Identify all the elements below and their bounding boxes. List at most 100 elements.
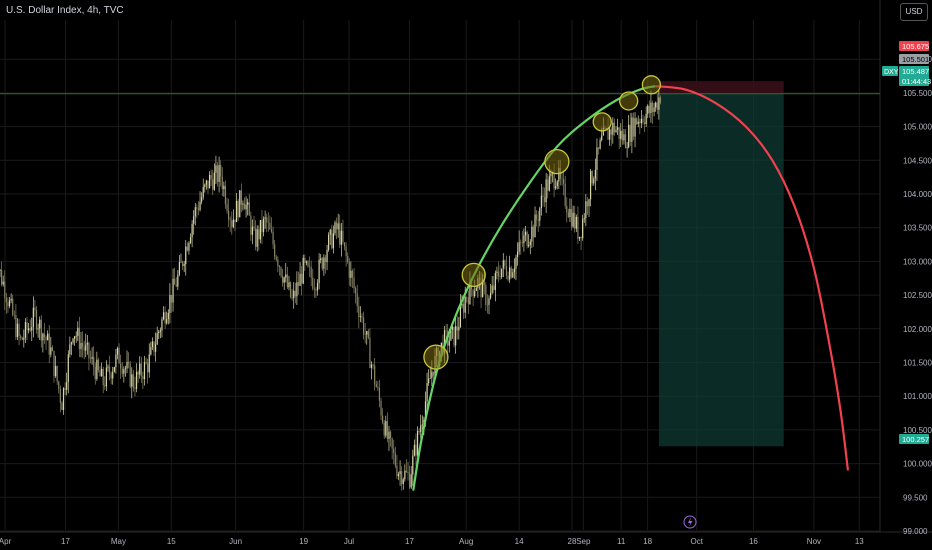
candle-body [623, 134, 625, 141]
candle-body [134, 387, 136, 389]
candle-body [466, 297, 468, 299]
candle-body [361, 316, 363, 318]
candle-body [328, 234, 330, 250]
candle-body [329, 229, 331, 235]
candle-body [621, 130, 623, 141]
candle-body [80, 342, 82, 350]
candle-body [291, 297, 293, 299]
candle-body [193, 216, 195, 224]
candle-body [318, 259, 320, 283]
candle-body [107, 366, 109, 368]
candle-body [15, 315, 17, 338]
candle-body [543, 196, 546, 203]
candle-body [389, 431, 392, 439]
candle-body [588, 199, 590, 207]
candle-body [282, 275, 284, 283]
candle-body [16, 323, 19, 338]
candle-body [213, 172, 215, 190]
candle-body [513, 268, 515, 273]
candle-body [589, 170, 592, 200]
candle-body [289, 282, 292, 298]
candle-body [191, 223, 193, 238]
price-axis[interactable]: 99.000 99.500 100.000 100.500 101.000 101.500… [903, 55, 932, 536]
candle-body [251, 226, 254, 235]
circle-marker[interactable] [423, 344, 449, 370]
x-tick-label: 17 [61, 537, 70, 546]
x-tick-label: Jun [229, 537, 242, 546]
candle-body [599, 140, 601, 149]
candle-body [551, 173, 554, 174]
candle-body [20, 336, 22, 338]
candle-body [256, 229, 258, 247]
x-tick-label: Jul [344, 537, 354, 546]
candle-body [569, 209, 571, 218]
candle-body [310, 267, 312, 278]
candle-body [575, 216, 577, 229]
candle-body [377, 386, 379, 388]
candle-body [416, 430, 419, 456]
candle-body [504, 260, 506, 267]
candle-body [448, 340, 450, 346]
candle-body [607, 128, 609, 140]
candle-body [380, 400, 382, 416]
y-tick-label: 105.000 [903, 123, 932, 132]
candle-body [297, 282, 300, 286]
candle-body [459, 305, 462, 327]
candle-body [29, 328, 31, 331]
candle-body [432, 371, 435, 377]
candle-body [407, 471, 409, 474]
candle-body [194, 207, 196, 217]
currency-button[interactable]: USD [900, 3, 928, 21]
candle-body [221, 176, 223, 190]
candle-body [18, 323, 20, 337]
circle-marker[interactable] [592, 112, 612, 132]
candle-body [402, 479, 404, 485]
candle-body [54, 366, 57, 377]
y-tick-label: 104.500 [903, 156, 932, 165]
candle-body [255, 228, 257, 247]
circle-marker[interactable] [544, 148, 570, 175]
candle-body [137, 371, 139, 375]
candle-body [248, 202, 250, 216]
circle-marker[interactable] [641, 75, 662, 95]
candle-body [421, 424, 423, 426]
circle-marker[interactable] [619, 91, 639, 111]
candle-body [443, 330, 446, 355]
candle-body [488, 298, 490, 305]
time-axis[interactable]: Apr 17 May 15 Jun 19 Jul 17 Aug 14 28 Sep 11 18 Oct 16 N… [0, 537, 864, 546]
candle-body [616, 127, 619, 130]
candle-body [312, 277, 314, 289]
candle-body [93, 356, 95, 367]
candle-body [502, 260, 504, 269]
candle-body [501, 268, 503, 278]
candle-body [83, 346, 85, 351]
candle-body [197, 208, 200, 211]
candle-body [594, 169, 596, 179]
candle-body [143, 362, 146, 380]
x-tick-label: 15 [167, 537, 176, 546]
candle-body [148, 354, 150, 373]
candle-body [455, 326, 457, 346]
candle-body [658, 97, 660, 110]
candle-body [326, 249, 328, 263]
candle-body [274, 244, 276, 257]
candle-body [26, 322, 28, 331]
circle-markers[interactable] [423, 75, 662, 370]
candle-body [397, 474, 400, 477]
candle-body [620, 130, 622, 139]
circle-marker[interactable] [461, 262, 486, 288]
candle-body [563, 179, 565, 184]
candle-body [75, 335, 77, 337]
candle-body [313, 288, 315, 290]
red-projection-curve [655, 85, 850, 471]
candle-body [493, 285, 495, 290]
candle-body [178, 262, 181, 275]
candle-body [369, 337, 371, 368]
candle-body [512, 272, 514, 278]
candle-body [2, 281, 4, 285]
candle-body [582, 219, 584, 239]
candle-body [118, 347, 120, 364]
candle-body [507, 275, 509, 280]
candle-body [474, 290, 476, 297]
